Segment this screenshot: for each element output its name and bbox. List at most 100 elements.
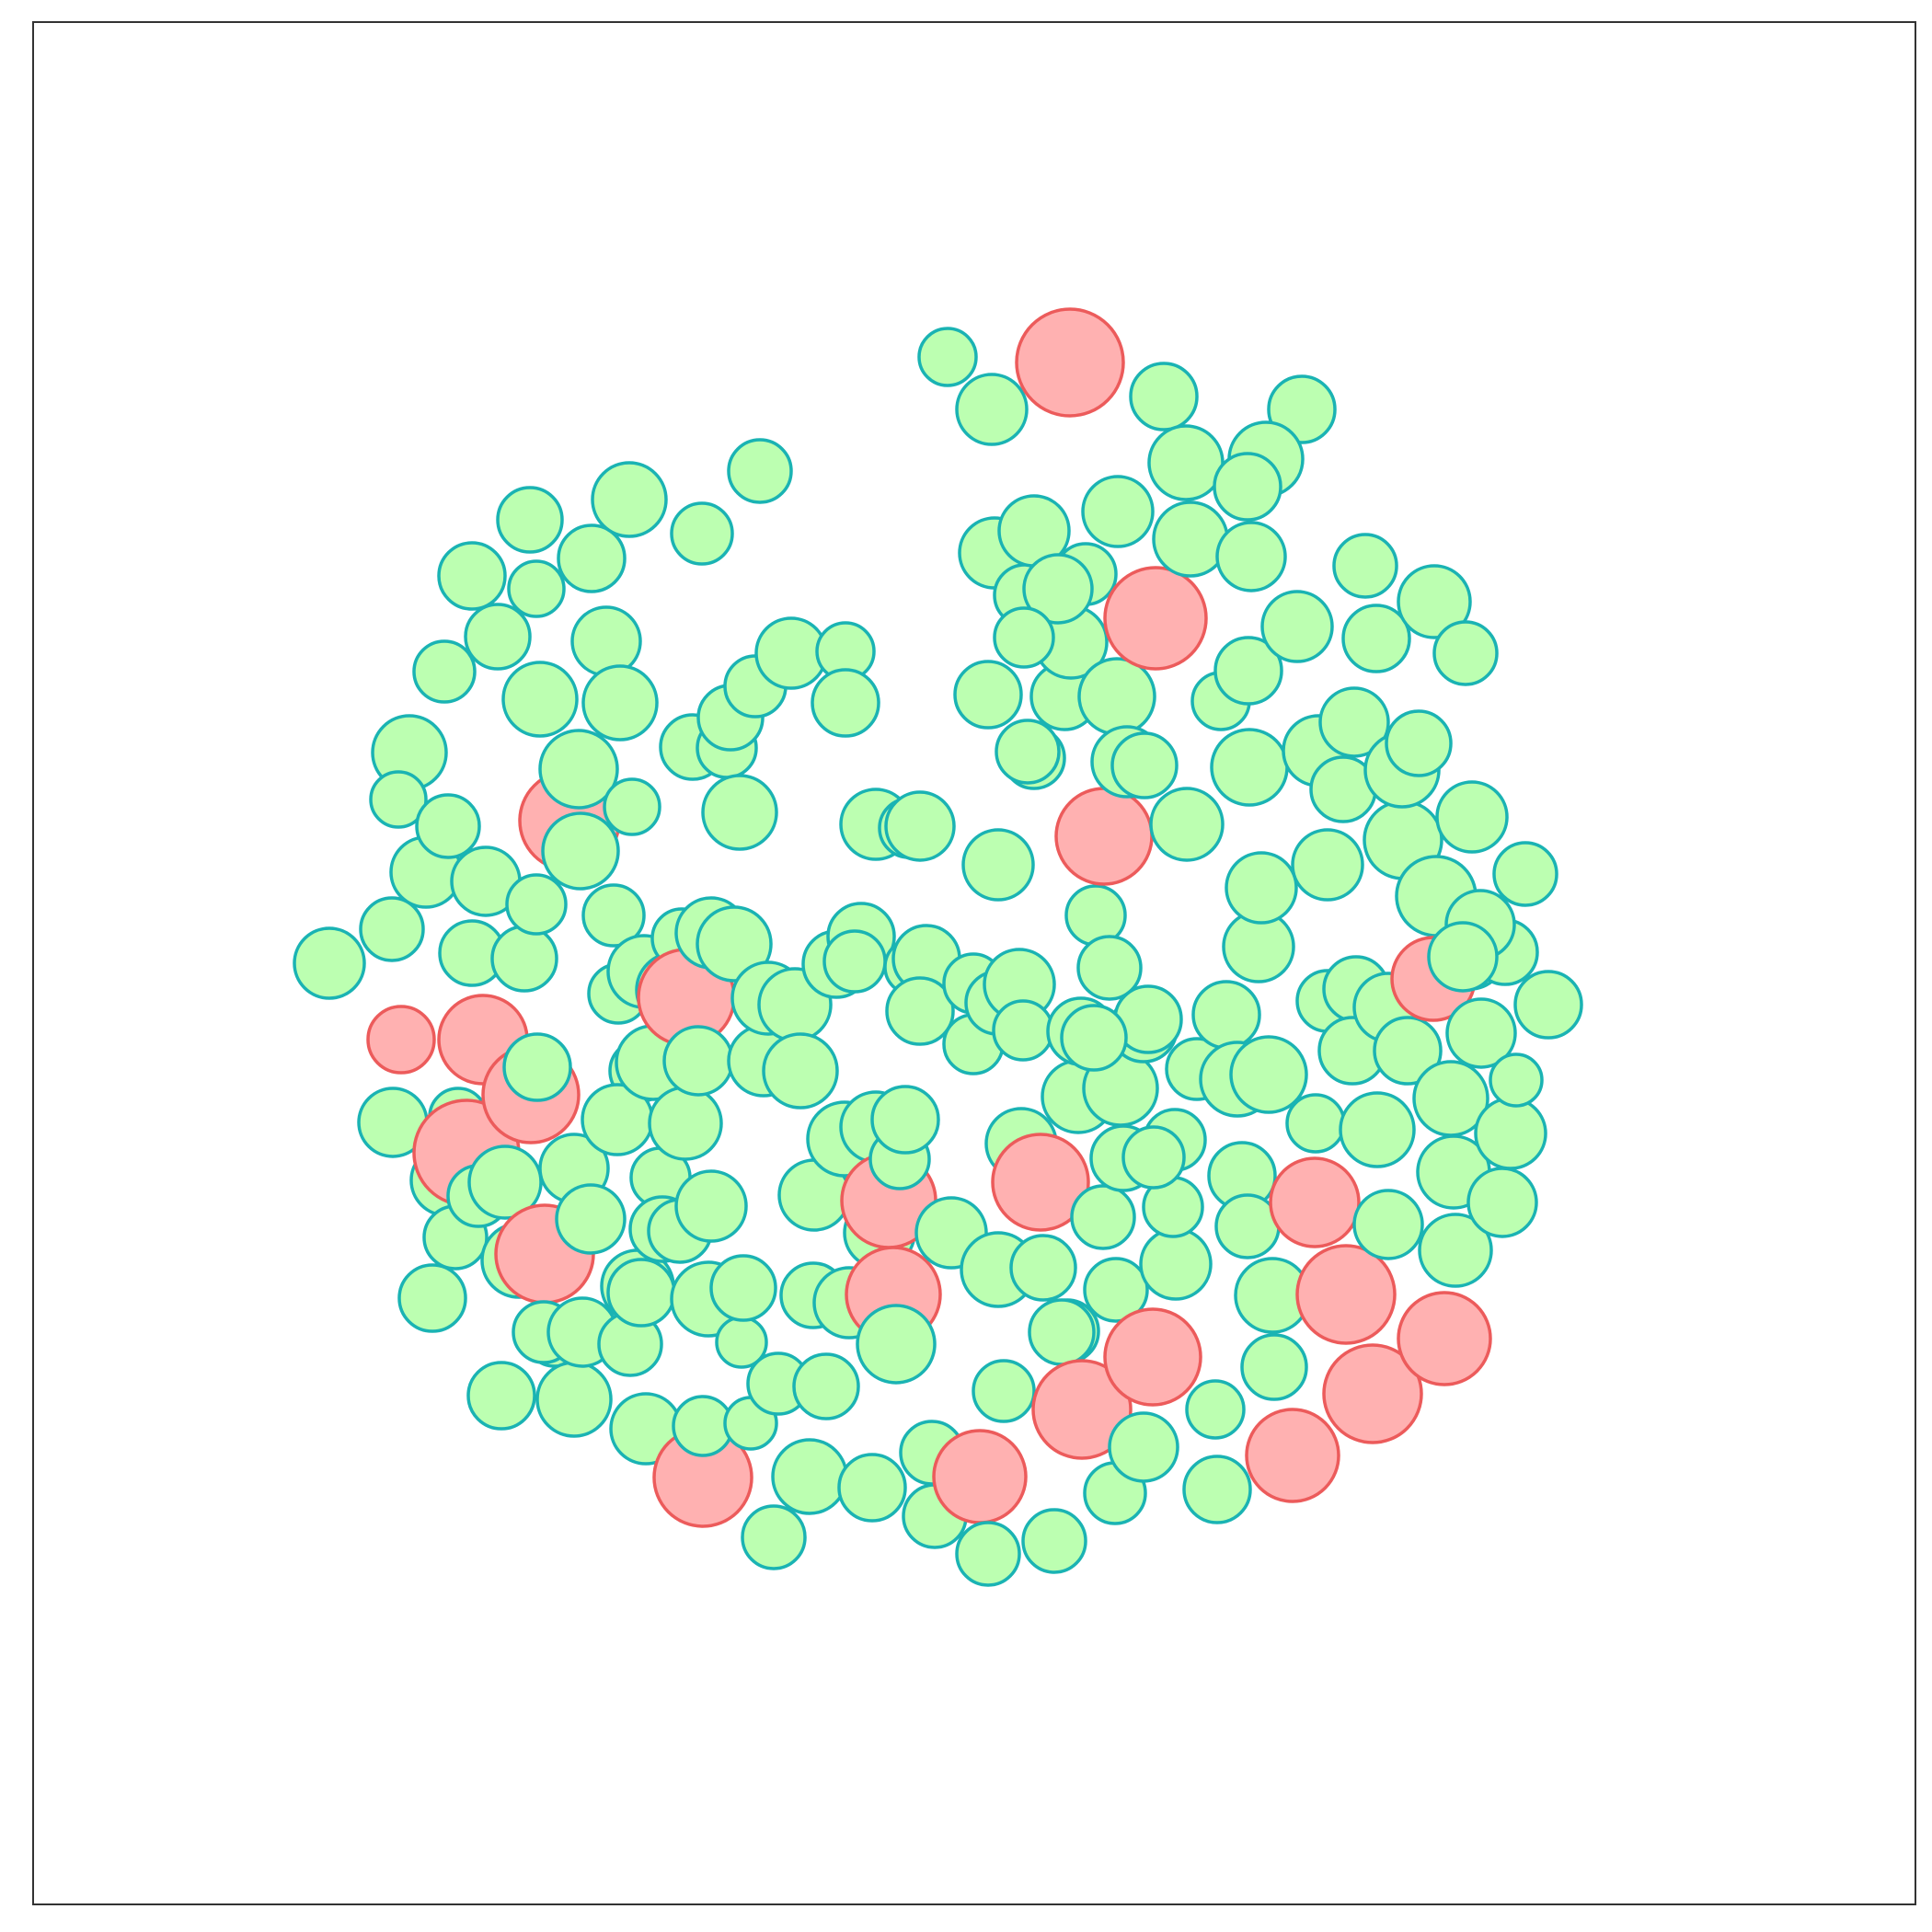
ground-dot <box>670 501 734 566</box>
ground-dot <box>397 1263 467 1333</box>
ground-dot <box>1215 521 1287 592</box>
ground-dot <box>581 664 659 742</box>
figure-dot <box>1031 1359 1133 1460</box>
ground-dot <box>581 883 646 948</box>
ground-dot <box>811 668 880 738</box>
ground-dot <box>955 373 1029 446</box>
ground-dot <box>741 1504 807 1570</box>
ground-dot <box>674 1169 748 1243</box>
figure-dot <box>1054 787 1154 886</box>
ground-dot <box>591 461 668 538</box>
ground-dot <box>412 639 477 704</box>
ground-dot <box>1081 475 1155 548</box>
ground-dot <box>505 873 568 936</box>
ground-dot <box>993 606 1055 669</box>
ground-dot <box>1129 362 1199 431</box>
ground-dot <box>701 774 778 851</box>
ground-dot <box>570 605 642 677</box>
ground-dot <box>856 1304 937 1385</box>
figure-dot <box>1015 307 1125 418</box>
ground-dot <box>961 828 1035 902</box>
ground-dot <box>1108 1411 1179 1483</box>
ground-dot <box>502 1032 572 1102</box>
ground-dot <box>507 559 566 618</box>
ground-dot <box>467 1144 543 1220</box>
ground-dot <box>1213 452 1282 522</box>
ground-dot <box>762 1032 839 1110</box>
ground-dot <box>464 603 532 671</box>
ground-dot <box>1076 935 1143 1001</box>
ground-dot <box>1260 590 1334 663</box>
figure-dot <box>932 1429 1028 1524</box>
ground-dot <box>792 1352 860 1420</box>
ground-dot <box>1147 424 1225 501</box>
ground-dot <box>555 1183 627 1255</box>
ground-dot <box>1182 1455 1252 1524</box>
figure-dot <box>1397 1291 1492 1386</box>
ground-dot <box>727 438 793 504</box>
ground-dot <box>415 793 481 859</box>
ground-dot <box>1139 1227 1213 1301</box>
ground-dot <box>955 1521 1021 1587</box>
ground-dot <box>1445 997 1517 1069</box>
ground-dot <box>1213 636 1283 706</box>
ground-dot <box>557 523 627 593</box>
ground-dot <box>1009 1234 1077 1302</box>
ground-dot <box>1352 1189 1424 1260</box>
figure-dot <box>1103 1307 1202 1407</box>
ground-dot <box>535 1361 613 1438</box>
ground-dot <box>1397 564 1472 639</box>
ground-dot <box>1060 1004 1128 1072</box>
ground-dot <box>541 811 620 891</box>
figure-dot <box>1269 1156 1361 1248</box>
ground-dot <box>1152 500 1229 578</box>
ground-dot <box>1466 1167 1538 1238</box>
ground-dot <box>672 1395 734 1457</box>
ground-dot <box>1318 686 1390 758</box>
ground-dot <box>359 896 425 962</box>
ground-dot <box>1225 851 1298 925</box>
ground-dot <box>884 790 956 862</box>
ground-dot <box>1149 787 1225 862</box>
ground-dot <box>1191 980 1261 1050</box>
ground-dot <box>1185 1379 1246 1440</box>
ground-dot <box>1070 1184 1136 1250</box>
figure-dot <box>366 1005 436 1075</box>
ground-dot <box>972 1359 1036 1423</box>
ground-dot <box>1432 620 1499 686</box>
ground-dot <box>995 719 1061 785</box>
ground-dot <box>1021 1508 1087 1574</box>
ground-dot <box>1077 657 1156 736</box>
figure-dot <box>1245 1408 1340 1503</box>
ground-dot <box>1285 1093 1346 1154</box>
ground-dot <box>1474 1097 1547 1170</box>
ground-dot <box>992 999 1054 1062</box>
ground-dot <box>771 1438 848 1515</box>
ground-dot <box>1110 731 1179 799</box>
ground-dot <box>1492 841 1558 907</box>
ground-dot <box>1083 1257 1149 1323</box>
ground-dot <box>1028 1298 1096 1366</box>
ground-dot <box>1418 1213 1493 1288</box>
ground-dot <box>1332 533 1398 599</box>
figure-dot <box>991 1133 1090 1232</box>
ground-dot <box>1339 1091 1416 1168</box>
ground-dot <box>1210 728 1289 807</box>
ground-dot <box>870 1085 940 1155</box>
ground-dot <box>1513 970 1583 1040</box>
ground-dot <box>1489 1052 1544 1108</box>
figure-dot <box>1295 1244 1397 1345</box>
ground-dot <box>538 729 619 810</box>
ground-dot <box>953 660 1023 730</box>
ground-dot <box>1240 1333 1308 1401</box>
ground-dot <box>1291 828 1364 902</box>
ground-dot <box>662 1025 734 1097</box>
plate-frame <box>32 21 1916 1905</box>
ground-dot <box>1341 604 1411 673</box>
ground-dot <box>369 770 428 829</box>
ground-dot <box>496 486 564 554</box>
ground-dot <box>1121 1125 1186 1190</box>
ground-dot <box>293 926 366 1000</box>
